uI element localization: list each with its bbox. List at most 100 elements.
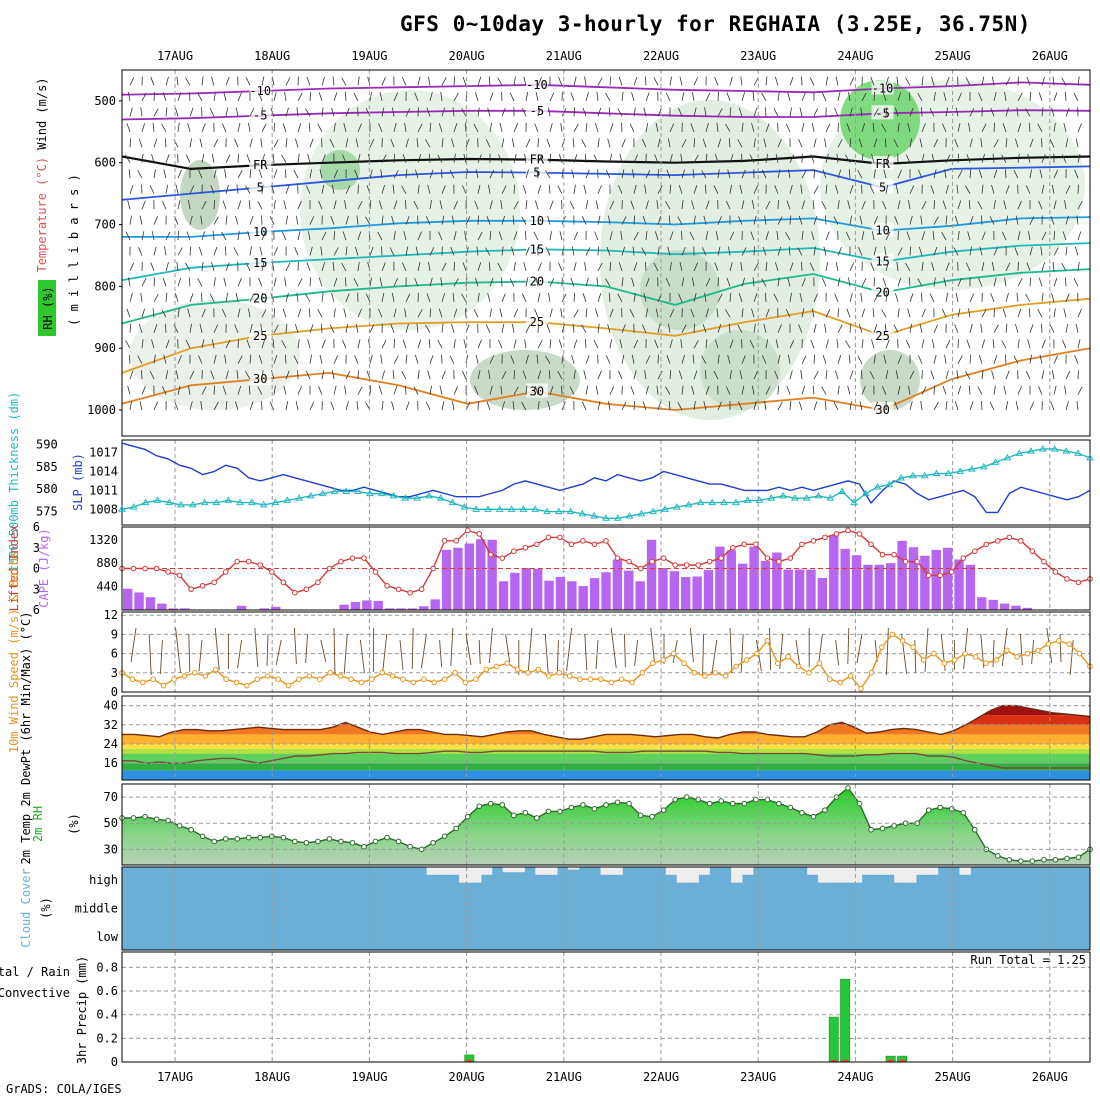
wind-barb (139, 215, 143, 225)
wind-barb (821, 201, 827, 210)
wind-barb (633, 400, 636, 411)
wind-barb (306, 262, 311, 272)
wind-barb (765, 200, 771, 210)
wind-barb (451, 401, 455, 411)
date-label-bottom: 23AUG (740, 1070, 776, 1084)
wind-barb (907, 123, 911, 132)
wind-speed-line-point (837, 679, 843, 686)
rh-line-point (349, 839, 356, 846)
cape-bar (134, 592, 144, 610)
wind-barb (477, 231, 483, 241)
wind-barb (225, 401, 228, 411)
wind-barb (225, 154, 231, 163)
wind-barb (729, 154, 734, 163)
wind-barb (549, 153, 552, 163)
rh-line-point (971, 826, 978, 833)
temp-tick-label: 32 (104, 718, 118, 732)
wind-barb (693, 138, 696, 148)
wind-barb (885, 107, 888, 117)
wind-barb (693, 292, 697, 302)
wind-speed-line-point (597, 676, 604, 683)
wind-barb (344, 200, 347, 210)
rh-line-point (292, 838, 298, 845)
wind-barb (618, 370, 623, 380)
lifted-index-line-point (856, 531, 863, 537)
wind-barb (462, 76, 467, 86)
wind-barb (740, 261, 743, 271)
rh-line-point (188, 826, 194, 833)
wind-barb (513, 76, 516, 86)
wind-speed-line-point (1014, 654, 1020, 660)
wind-barb (129, 262, 135, 272)
wind-barb (801, 169, 807, 179)
wind-barb (679, 76, 683, 86)
surface-wind-barb (623, 633, 626, 668)
lifted-index-line-point (637, 565, 644, 572)
wind-barb (177, 277, 182, 287)
contour-label: -5 (875, 106, 889, 120)
cape-bar (510, 572, 520, 610)
wind-barb (357, 261, 360, 271)
convective-bar (888, 1059, 894, 1062)
wind-barb (153, 324, 158, 333)
wind-barb (559, 231, 563, 241)
cape-bar (726, 550, 736, 610)
wind-barb (557, 185, 563, 194)
wind-barb (534, 200, 539, 210)
wind-barb (477, 370, 481, 380)
wind-barb (271, 261, 275, 271)
wind-barb (717, 401, 722, 411)
wind-barb (882, 92, 887, 102)
wind-barb (965, 77, 971, 86)
wind-barb (666, 169, 671, 179)
wind-barb (1049, 139, 1055, 148)
cape-bar (430, 599, 440, 610)
wind-barb (717, 169, 720, 179)
wind-barb (633, 76, 638, 86)
wind-barb (753, 138, 756, 148)
wind-barb (318, 200, 323, 210)
wind-barb (441, 185, 446, 194)
wind-barb (261, 309, 267, 318)
thickness-line-point (306, 491, 315, 499)
wind-barb (642, 215, 647, 225)
wind-barb (1017, 123, 1022, 132)
wind-barb (993, 308, 996, 318)
thickness-line-point (472, 505, 481, 512)
wind-barb (355, 323, 359, 333)
wind-barb (705, 153, 708, 163)
wind-barb (1041, 292, 1044, 302)
wind-barb (165, 107, 168, 117)
surface-wind-barb (702, 633, 705, 676)
thickness-line-point (236, 498, 244, 506)
lifted-index-line-point (683, 562, 690, 568)
wind-barb (525, 324, 531, 333)
surface-wind-barb (214, 627, 220, 671)
wind-barb (969, 215, 974, 225)
wind-barb (824, 138, 827, 148)
wind-barb (597, 401, 601, 411)
wind-barb (501, 185, 507, 194)
wind-barb (681, 354, 686, 364)
wind-barb (405, 401, 410, 411)
slp-tick-label: 1014 (89, 464, 118, 478)
cape-bar (236, 605, 247, 610)
rh-line-point (430, 839, 436, 846)
wind-barb (609, 200, 615, 210)
wind-barb (607, 138, 611, 148)
wind-barb (753, 370, 759, 380)
wind-barb (537, 262, 542, 272)
rh-line-point (1041, 856, 1047, 863)
wind-barb (595, 385, 599, 395)
wind-barb (873, 138, 878, 148)
wind-barb (825, 309, 831, 318)
wind-speed-line-point (920, 657, 927, 663)
wind-barb (981, 76, 985, 86)
wind-barb (692, 169, 695, 179)
lifted-index-line-point (453, 538, 459, 544)
wind-barb (906, 231, 911, 241)
contour-label: 5 (257, 180, 264, 194)
lifted-index-line-point (269, 569, 275, 575)
wind-barb (584, 76, 587, 86)
wind-barb (127, 385, 131, 395)
